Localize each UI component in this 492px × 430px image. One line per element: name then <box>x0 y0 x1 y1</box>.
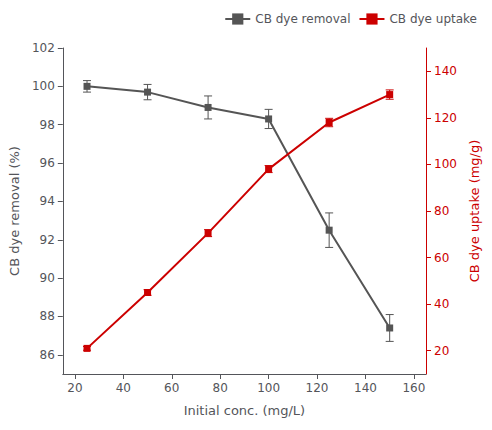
svg-text:140: 140 <box>434 64 457 78</box>
svg-text:CB dye removal (%): CB dye removal (%) <box>7 146 22 276</box>
svg-text:20: 20 <box>67 381 82 395</box>
svg-text:96: 96 <box>40 156 55 170</box>
svg-text:94: 94 <box>40 194 55 208</box>
svg-text:80: 80 <box>213 381 228 395</box>
svg-text:100: 100 <box>434 157 457 171</box>
svg-text:CB dye uptake (mg/g): CB dye uptake (mg/g) <box>467 140 482 283</box>
svg-text:80: 80 <box>434 204 449 218</box>
svg-text:60: 60 <box>164 381 179 395</box>
svg-text:100: 100 <box>32 79 55 93</box>
svg-text:88: 88 <box>40 309 55 323</box>
svg-text:160: 160 <box>402 381 425 395</box>
svg-text:20: 20 <box>434 344 449 358</box>
svg-text:98: 98 <box>40 118 55 132</box>
svg-text:120: 120 <box>306 381 329 395</box>
svg-text:92: 92 <box>40 233 55 247</box>
svg-text:CB dye uptake: CB dye uptake <box>389 12 477 26</box>
svg-text:40: 40 <box>116 381 131 395</box>
svg-text:120: 120 <box>434 111 457 125</box>
svg-text:90: 90 <box>40 271 55 285</box>
svg-text:86: 86 <box>40 348 55 362</box>
svg-text:Initial conc. (mg/L): Initial conc. (mg/L) <box>184 403 306 418</box>
svg-text:CB dye removal: CB dye removal <box>255 12 350 26</box>
svg-text:60: 60 <box>434 251 449 265</box>
svg-text:102: 102 <box>32 41 55 55</box>
svg-text:140: 140 <box>354 381 377 395</box>
svg-text:100: 100 <box>257 381 280 395</box>
svg-text:40: 40 <box>434 297 449 311</box>
